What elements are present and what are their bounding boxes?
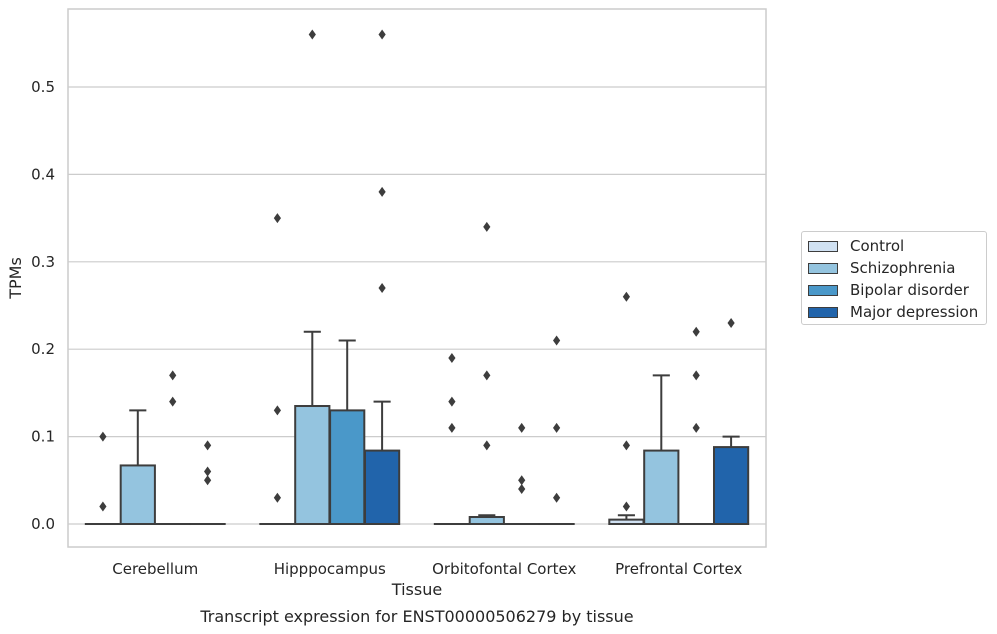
outlier-point bbox=[273, 213, 281, 224]
plot-area-frame bbox=[67, 8, 767, 548]
outlier-point bbox=[448, 352, 456, 363]
outlier-point bbox=[692, 422, 700, 433]
outlier-point bbox=[483, 370, 491, 381]
box-control bbox=[259, 213, 296, 526]
box-body bbox=[643, 449, 680, 526]
box-body bbox=[119, 464, 156, 525]
box-bipolar-disorder bbox=[678, 326, 715, 526]
legend-item-bipolar-disorder: Bipolar disorder bbox=[808, 281, 969, 299]
box-control bbox=[433, 352, 471, 526]
x-tick-label: Orbitofontal Cortex bbox=[432, 560, 576, 578]
y-tick-labels: 0.0 0.1 0.2 0.3 0.4 0.5 bbox=[31, 78, 55, 533]
outlier-point bbox=[448, 422, 456, 433]
box-bipolar-disorder bbox=[154, 370, 191, 526]
box-body bbox=[712, 446, 750, 526]
outlier-point bbox=[273, 405, 281, 416]
outlier-point bbox=[518, 484, 526, 495]
legend-swatch-control bbox=[808, 240, 838, 252]
box-control bbox=[84, 431, 122, 526]
outlier-point bbox=[553, 422, 561, 433]
outlier-point bbox=[518, 475, 526, 486]
y-axis-label: TPMs bbox=[6, 257, 25, 300]
figure-caption: Transcript expression for ENST0000050627… bbox=[200, 607, 634, 626]
legend-item-major-depression: Major depression bbox=[808, 303, 978, 321]
box-major-depression bbox=[363, 29, 401, 526]
outlier-point bbox=[692, 370, 700, 381]
box-bipolar-disorder bbox=[503, 422, 540, 526]
outlier-point bbox=[169, 396, 177, 407]
outlier-point bbox=[273, 492, 281, 503]
x-tick-label: Cerebellum bbox=[112, 560, 198, 578]
box-major-depression bbox=[712, 317, 750, 526]
box-bipolar-disorder bbox=[329, 339, 366, 526]
outlier-point bbox=[553, 492, 561, 503]
box-body bbox=[468, 516, 505, 525]
outlier-point bbox=[518, 422, 526, 433]
outlier-point bbox=[483, 221, 491, 232]
legend-swatch-major-depression bbox=[808, 306, 838, 318]
legend-label-major-depression: Major depression bbox=[850, 303, 979, 321]
outlier-point bbox=[204, 440, 212, 451]
outlier-point bbox=[308, 29, 316, 40]
outlier-point bbox=[378, 29, 386, 40]
outlier-point bbox=[378, 186, 386, 197]
legend-item-control: Control bbox=[808, 237, 904, 255]
outlier-point bbox=[204, 466, 212, 477]
outlier-point bbox=[169, 370, 177, 381]
outlier-point bbox=[692, 326, 700, 337]
legend-swatch-bipolar-disorder bbox=[808, 284, 838, 296]
legend-swatch-schizophrenia bbox=[808, 262, 838, 274]
x-tick-label: Hipppocampus bbox=[274, 560, 386, 578]
outlier-point bbox=[553, 335, 561, 346]
outlier-point bbox=[448, 396, 456, 407]
box-series bbox=[84, 29, 750, 526]
y-tick-label: 0.3 bbox=[31, 253, 55, 271]
box-body bbox=[363, 449, 401, 526]
y-tick-label: 0.1 bbox=[31, 428, 55, 446]
outlier-point bbox=[483, 440, 491, 451]
y-tick-label: 0.0 bbox=[31, 515, 55, 533]
x-axis-label: Tissue bbox=[391, 580, 443, 599]
outlier-point bbox=[727, 317, 735, 328]
box-body bbox=[294, 405, 331, 526]
y-tick-label: 0.5 bbox=[31, 78, 55, 96]
outlier-point bbox=[99, 501, 107, 512]
outlier-point bbox=[99, 431, 107, 442]
y-tick-label: 0.2 bbox=[31, 340, 55, 358]
box-body bbox=[329, 409, 366, 526]
outlier-point bbox=[622, 291, 630, 302]
box-major-depression bbox=[538, 335, 575, 526]
outlier-point bbox=[204, 475, 212, 486]
box-major-depression bbox=[189, 440, 226, 526]
outlier-point bbox=[378, 283, 386, 294]
legend-label-bipolar-disorder: Bipolar disorder bbox=[850, 281, 969, 299]
box-schizophrenia bbox=[294, 29, 331, 526]
x-tick-labels: Cerebellum Hipppocampus Orbitofontal Corte… bbox=[112, 560, 742, 578]
box-control bbox=[608, 291, 645, 526]
legend-label-schizophrenia: Schizophrenia bbox=[850, 259, 956, 277]
outlier-point bbox=[622, 440, 630, 451]
legend: Control Schizophrenia Bipolar disorder M… bbox=[801, 231, 987, 325]
box-schizophrenia bbox=[468, 221, 505, 525]
box-schizophrenia bbox=[643, 374, 680, 526]
y-tick-label: 0.4 bbox=[31, 165, 55, 183]
legend-item-schizophrenia: Schizophrenia bbox=[808, 259, 955, 277]
x-tick-label: Prefrontal Cortex bbox=[615, 560, 742, 578]
box-schizophrenia bbox=[119, 409, 156, 525]
outlier-point bbox=[622, 501, 630, 512]
legend-label-control: Control bbox=[850, 237, 905, 255]
